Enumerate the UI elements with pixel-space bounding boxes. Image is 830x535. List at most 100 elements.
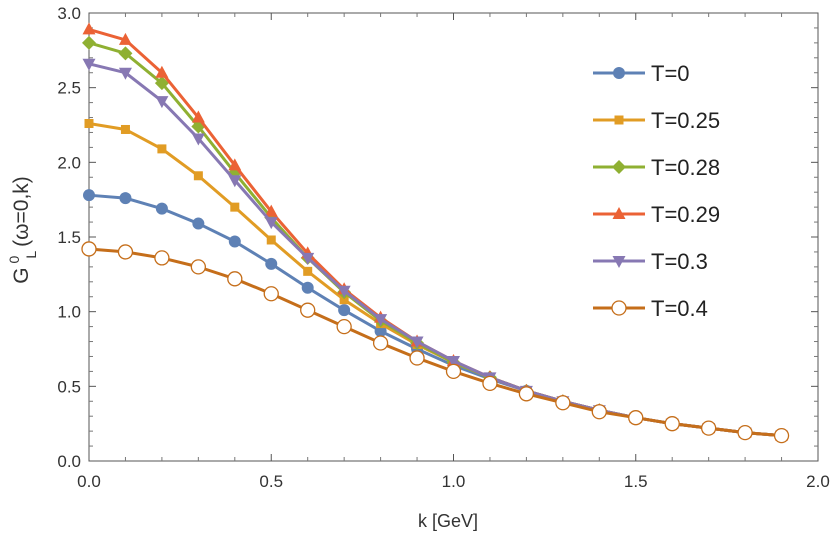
- data-point: [119, 192, 132, 205]
- legend-label: T=0: [651, 61, 690, 86]
- data-point: [82, 22, 96, 35]
- data-point: [118, 46, 133, 61]
- y-axis-label-subscript: L: [23, 251, 39, 259]
- data-point: [773, 427, 790, 444]
- x-tick-label: 1.5: [624, 472, 648, 491]
- data-point: [227, 271, 243, 287]
- series-t-0-4: [81, 241, 790, 444]
- legend-marker: [613, 67, 625, 79]
- data-point: [266, 235, 276, 245]
- legend-marker: [611, 300, 627, 316]
- data-point: [410, 336, 424, 349]
- data-point: [118, 32, 132, 45]
- data-point: [154, 250, 170, 266]
- x-axis-label: k [GeV]: [418, 511, 478, 531]
- y-tick-label: 0.0: [57, 452, 81, 471]
- data-point: [193, 171, 203, 181]
- y-tick-label: 0.5: [57, 377, 81, 396]
- y-tick-label: 1.0: [57, 303, 81, 322]
- x-tick-label: 0.5: [259, 472, 283, 491]
- data-point: [337, 285, 351, 298]
- data-point: [664, 416, 680, 432]
- legend-label: T=0.29: [651, 202, 720, 227]
- series-layer: [81, 22, 790, 444]
- data-point: [190, 259, 207, 275]
- y-axis-label-argument: (ω=0,k): [10, 176, 33, 247]
- data-point: [155, 96, 169, 109]
- legend-marker: [614, 115, 624, 125]
- data-point: [81, 241, 97, 257]
- data-point: [228, 175, 242, 188]
- legend-label: T=0.25: [651, 108, 720, 133]
- data-point: [228, 235, 241, 248]
- data-point: [339, 295, 349, 305]
- series-t-0-28: [82, 35, 789, 443]
- data-point: [555, 395, 571, 411]
- y-axis-label: G 0 L (ω=0,k): [6, 176, 40, 284]
- data-point: [301, 252, 315, 265]
- data-point: [230, 202, 240, 212]
- series-line: [88, 247, 782, 438]
- data-point: [191, 133, 205, 146]
- data-point: [301, 281, 314, 294]
- y-tick-label: 2.0: [57, 153, 81, 172]
- data-point: [192, 217, 205, 230]
- y-axis-ticks: 0.0 0.5 1.0 1.5 2.0 2.5 3.0: [57, 4, 818, 471]
- legend-marker: [612, 207, 626, 219]
- y-axis-label-base: G: [10, 267, 33, 283]
- series-line: [88, 27, 782, 438]
- legend-entry-t-0: T=0: [593, 61, 690, 86]
- legend-entry-t-0-28: T=0.28: [593, 155, 720, 180]
- data-point: [300, 302, 316, 318]
- data-point: [154, 76, 169, 91]
- data-point: [191, 110, 205, 123]
- data-point: [338, 304, 351, 317]
- data-point: [155, 202, 168, 215]
- legend-entry-t-0-25: T=0.25: [593, 108, 720, 133]
- data-point: [303, 266, 313, 276]
- data-point: [228, 158, 242, 171]
- data-point: [155, 65, 169, 78]
- legend-label: T=0.4: [651, 296, 708, 321]
- x-tick-label: 2.0: [806, 472, 830, 491]
- data-point: [118, 67, 132, 80]
- data-point: [701, 420, 717, 436]
- legend-entry-t-0-3: T=0.3: [593, 249, 708, 274]
- data-point: [120, 124, 130, 134]
- y-axis-label-superscript: 0: [6, 255, 22, 263]
- x-axis-ticks: 0.0 0.5 1.0 1.5 2.0: [77, 13, 830, 491]
- series-line: [88, 41, 782, 438]
- data-point: [336, 318, 352, 335]
- data-point: [591, 404, 607, 420]
- legend-entry-t-0-4: T=0.4: [593, 296, 708, 321]
- data-point: [447, 355, 460, 368]
- y-tick-label: 2.5: [57, 79, 81, 98]
- legend-label: T=0.3: [651, 249, 708, 274]
- legend-entry-t-0-29: T=0.29: [593, 202, 720, 227]
- legend-marker: [612, 256, 626, 268]
- data-point: [117, 244, 134, 260]
- data-point: [82, 35, 96, 50]
- plot-frame: [88, 12, 819, 462]
- x-tick-label: 0.0: [77, 472, 101, 491]
- data-point: [628, 410, 644, 426]
- legend-marker: [612, 160, 626, 174]
- data-point: [265, 257, 278, 270]
- y-tick-label: 3.0: [57, 4, 81, 23]
- data-point: [82, 58, 96, 71]
- data-point: [157, 144, 167, 154]
- y-tick-label: 1.5: [57, 228, 81, 247]
- data-point: [83, 189, 95, 202]
- data-point: [409, 350, 425, 366]
- plot-border: [88, 12, 819, 462]
- data-point: [264, 204, 278, 217]
- legend: T=0 T=0.25 T=0.28 T=0.29 T=0.3 T=0.4: [593, 61, 720, 321]
- data-point: [264, 217, 278, 230]
- data-point: [84, 119, 94, 129]
- data-point: [263, 286, 279, 302]
- legend-label: T=0.28: [651, 155, 720, 180]
- data-point: [372, 335, 389, 351]
- data-point: [445, 363, 462, 380]
- data-point: [737, 424, 753, 441]
